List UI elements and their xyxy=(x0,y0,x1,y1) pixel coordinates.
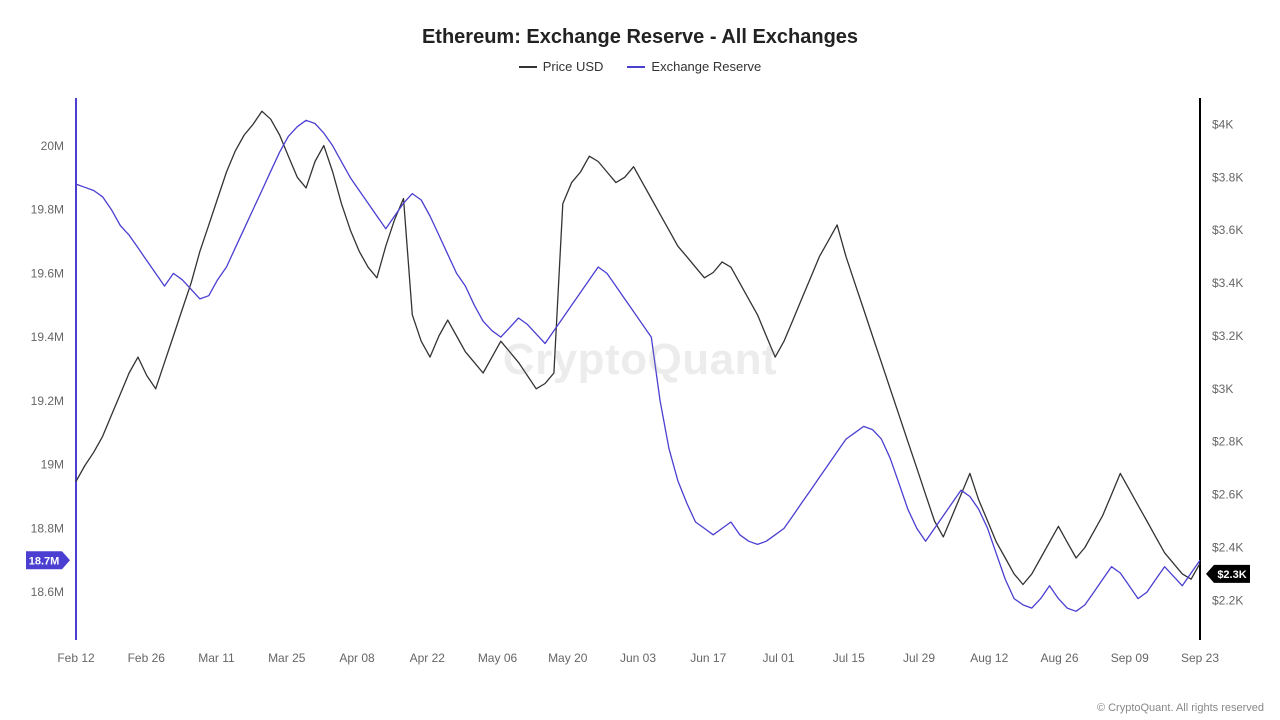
svg-text:19.2M: 19.2M xyxy=(31,394,64,408)
svg-text:19M: 19M xyxy=(41,458,64,472)
svg-text:19.8M: 19.8M xyxy=(31,203,64,217)
svg-text:$3.2K: $3.2K xyxy=(1212,329,1243,343)
svg-text:Jun 17: Jun 17 xyxy=(690,651,726,665)
svg-text:18.8M: 18.8M xyxy=(31,521,64,535)
svg-text:$2.8K: $2.8K xyxy=(1212,435,1243,449)
svg-text:$4K: $4K xyxy=(1212,117,1233,131)
svg-text:Feb 12: Feb 12 xyxy=(57,651,95,665)
svg-text:$3.6K: $3.6K xyxy=(1212,223,1243,237)
svg-text:$2.6K: $2.6K xyxy=(1212,488,1243,502)
svg-text:20M: 20M xyxy=(41,139,64,153)
svg-text:Apr 22: Apr 22 xyxy=(410,651,446,665)
svg-text:18.7M: 18.7M xyxy=(29,555,60,567)
svg-text:Jul 29: Jul 29 xyxy=(903,651,935,665)
svg-text:Jul 15: Jul 15 xyxy=(833,651,865,665)
svg-text:19.4M: 19.4M xyxy=(31,330,64,344)
svg-text:$2.2K: $2.2K xyxy=(1212,593,1243,607)
svg-text:$2.4K: $2.4K xyxy=(1212,540,1243,554)
svg-text:Aug 12: Aug 12 xyxy=(970,651,1008,665)
svg-text:Mar 25: Mar 25 xyxy=(268,651,306,665)
svg-text:Jun 03: Jun 03 xyxy=(620,651,656,665)
svg-text:18.6M: 18.6M xyxy=(31,585,64,599)
svg-text:Aug 26: Aug 26 xyxy=(1040,651,1078,665)
svg-text:$3K: $3K xyxy=(1212,382,1233,396)
chart-canvas: 18.6M 18.7M 18.8M 19M 19.2M 19.4M 19.6M 19.8M 20… xyxy=(0,0,1280,720)
svg-text:Apr 08: Apr 08 xyxy=(339,651,375,665)
svg-text:19.6M: 19.6M xyxy=(31,266,64,280)
svg-text:$3.8K: $3.8K xyxy=(1212,170,1243,184)
svg-text:May 06: May 06 xyxy=(478,651,518,665)
svg-text:Jul 01: Jul 01 xyxy=(762,651,794,665)
svg-text:$3.4K: $3.4K xyxy=(1212,276,1243,290)
attribution: © CryptoQuant. All rights reserved xyxy=(1097,702,1264,714)
svg-text:Sep 23: Sep 23 xyxy=(1181,651,1219,665)
svg-text:May 20: May 20 xyxy=(548,651,588,665)
svg-text:Feb 26: Feb 26 xyxy=(128,651,166,665)
svg-text:Mar 11: Mar 11 xyxy=(198,651,235,665)
svg-text:Sep 09: Sep 09 xyxy=(1111,651,1149,665)
svg-text:$2.3K: $2.3K xyxy=(1217,569,1246,581)
